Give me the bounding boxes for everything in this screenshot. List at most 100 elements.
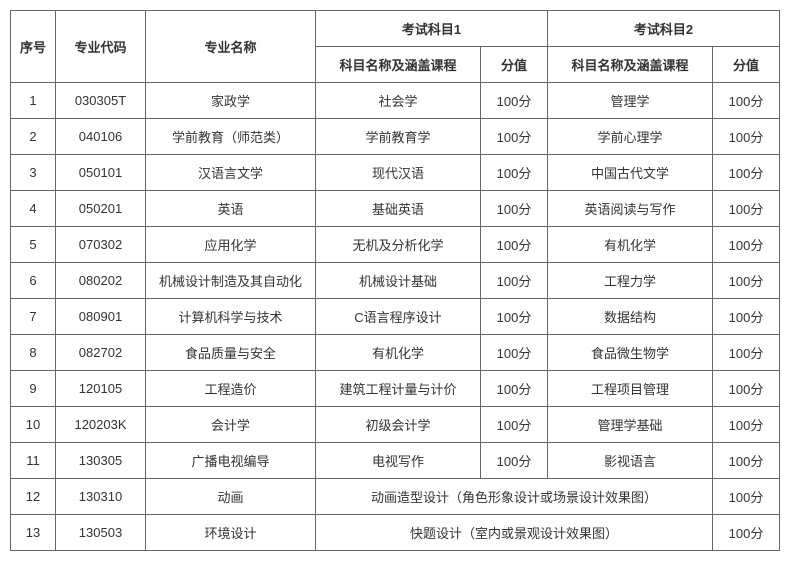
cell-name: 应用化学 — [146, 227, 316, 263]
cell-seq: 4 — [11, 191, 56, 227]
cell-code: 130503 — [56, 515, 146, 551]
cell-name: 英语 — [146, 191, 316, 227]
cell-seq: 8 — [11, 335, 56, 371]
cell-score1: 100分 — [481, 83, 548, 119]
cell-score1: 100分 — [481, 191, 548, 227]
table-row: 4050201英语基础英语100分英语阅读与写作100分 — [11, 191, 780, 227]
cell-subj1: 机械设计基础 — [316, 263, 481, 299]
cell-name: 会计学 — [146, 407, 316, 443]
header-major-code: 专业代码 — [56, 11, 146, 83]
table-row: 6080202机械设计制造及其自动化机械设计基础100分工程力学100分 — [11, 263, 780, 299]
cell-subj1: 电视写作 — [316, 443, 481, 479]
cell-subj1: C语言程序设计 — [316, 299, 481, 335]
cell-score2: 100分 — [713, 155, 780, 191]
cell-score2: 100分 — [713, 119, 780, 155]
table-row: 8082702食品质量与安全有机化学100分食品微生物学100分 — [11, 335, 780, 371]
cell-subj1: 社会学 — [316, 83, 481, 119]
cell-seq: 5 — [11, 227, 56, 263]
cell-score1: 100分 — [481, 443, 548, 479]
cell-subj2: 工程力学 — [548, 263, 713, 299]
header-seq: 序号 — [11, 11, 56, 83]
cell-name: 食品质量与安全 — [146, 335, 316, 371]
cell-subj2: 英语阅读与写作 — [548, 191, 713, 227]
cell-code: 082702 — [56, 335, 146, 371]
exam-subjects-table: 序号 专业代码 专业名称 考试科目1 考试科目2 科目名称及涵盖课程 分值 科目… — [10, 10, 780, 551]
cell-subj2: 食品微生物学 — [548, 335, 713, 371]
cell-score2: 100分 — [713, 191, 780, 227]
cell-code: 130305 — [56, 443, 146, 479]
cell-subj2: 管理学基础 — [548, 407, 713, 443]
cell-subj2: 影视语言 — [548, 443, 713, 479]
cell-subj2: 有机化学 — [548, 227, 713, 263]
cell-name: 学前教育（师范类） — [146, 119, 316, 155]
table-header: 序号 专业代码 专业名称 考试科目1 考试科目2 科目名称及涵盖课程 分值 科目… — [11, 11, 780, 83]
cell-seq: 7 — [11, 299, 56, 335]
table-row: 2040106学前教育（师范类）学前教育学100分学前心理学100分 — [11, 119, 780, 155]
table-row: 9120105工程造价建筑工程计量与计价100分工程项目管理100分 — [11, 371, 780, 407]
cell-subj1: 初级会计学 — [316, 407, 481, 443]
cell-name: 广播电视编导 — [146, 443, 316, 479]
cell-subj1: 学前教育学 — [316, 119, 481, 155]
cell-name: 动画 — [146, 479, 316, 515]
cell-seq: 13 — [11, 515, 56, 551]
cell-score2: 100分 — [713, 299, 780, 335]
header-score1: 分值 — [481, 47, 548, 83]
header-row-1: 序号 专业代码 专业名称 考试科目1 考试科目2 — [11, 11, 780, 47]
cell-seq: 12 — [11, 479, 56, 515]
table-row: 13130503环境设计快题设计（室内或景观设计效果图）100分 — [11, 515, 780, 551]
table-body: 1030305T家政学社会学100分管理学100分2040106学前教育（师范类… — [11, 83, 780, 551]
cell-code: 120105 — [56, 371, 146, 407]
cell-seq: 3 — [11, 155, 56, 191]
cell-subj1: 建筑工程计量与计价 — [316, 371, 481, 407]
header-exam1-group: 考试科目1 — [316, 11, 548, 47]
cell-seq: 6 — [11, 263, 56, 299]
cell-score2: 100分 — [713, 479, 780, 515]
cell-score2: 100分 — [713, 335, 780, 371]
cell-subj1: 基础英语 — [316, 191, 481, 227]
cell-score1: 100分 — [481, 155, 548, 191]
cell-score1: 100分 — [481, 407, 548, 443]
cell-code: 050101 — [56, 155, 146, 191]
cell-score1: 100分 — [481, 371, 548, 407]
cell-score1: 100分 — [481, 299, 548, 335]
cell-score1: 100分 — [481, 263, 548, 299]
cell-code: 120203K — [56, 407, 146, 443]
cell-code: 050201 — [56, 191, 146, 227]
cell-name: 工程造价 — [146, 371, 316, 407]
header-score2: 分值 — [713, 47, 780, 83]
cell-subj1: 有机化学 — [316, 335, 481, 371]
cell-subj2: 学前心理学 — [548, 119, 713, 155]
header-exam2-group: 考试科目2 — [548, 11, 780, 47]
cell-score1: 100分 — [481, 227, 548, 263]
cell-name: 环境设计 — [146, 515, 316, 551]
cell-merged-subject: 快题设计（室内或景观设计效果图） — [316, 515, 713, 551]
cell-score2: 100分 — [713, 227, 780, 263]
cell-score2: 100分 — [713, 371, 780, 407]
header-major-name: 专业名称 — [146, 11, 316, 83]
cell-score2: 100分 — [713, 407, 780, 443]
cell-merged-subject: 动画造型设计（角色形象设计或场景设计效果图） — [316, 479, 713, 515]
cell-seq: 10 — [11, 407, 56, 443]
cell-code: 080202 — [56, 263, 146, 299]
cell-seq: 2 — [11, 119, 56, 155]
cell-score2: 100分 — [713, 263, 780, 299]
cell-code: 070302 — [56, 227, 146, 263]
cell-subj2: 中国古代文学 — [548, 155, 713, 191]
cell-score2: 100分 — [713, 443, 780, 479]
cell-code: 130310 — [56, 479, 146, 515]
cell-subj2: 工程项目管理 — [548, 371, 713, 407]
cell-code: 040106 — [56, 119, 146, 155]
table-row: 5070302应用化学无机及分析化学100分有机化学100分 — [11, 227, 780, 263]
cell-score1: 100分 — [481, 119, 548, 155]
cell-code: 080901 — [56, 299, 146, 335]
cell-score2: 100分 — [713, 515, 780, 551]
cell-name: 计算机科学与技术 — [146, 299, 316, 335]
table-row: 1030305T家政学社会学100分管理学100分 — [11, 83, 780, 119]
cell-name: 机械设计制造及其自动化 — [146, 263, 316, 299]
cell-seq: 11 — [11, 443, 56, 479]
cell-name: 汉语言文学 — [146, 155, 316, 191]
table-row: 10120203K会计学初级会计学100分管理学基础100分 — [11, 407, 780, 443]
cell-score2: 100分 — [713, 83, 780, 119]
cell-subj2: 管理学 — [548, 83, 713, 119]
table-row: 12130310动画动画造型设计（角色形象设计或场景设计效果图）100分 — [11, 479, 780, 515]
